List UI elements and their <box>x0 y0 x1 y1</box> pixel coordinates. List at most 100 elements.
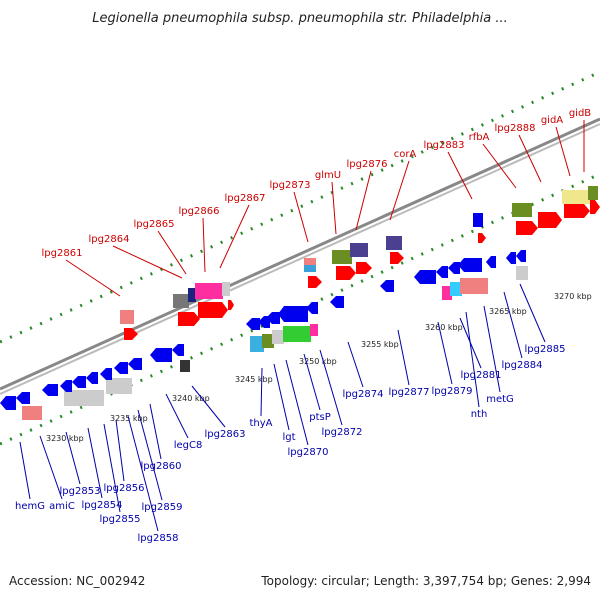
forward-gene-label: lpg2876 <box>347 159 388 170</box>
feature-block <box>350 243 368 257</box>
reverse-gene-arrow <box>60 380 72 392</box>
reverse-gene-label: lpg2863 <box>205 429 246 440</box>
reverse-gene-arrow <box>128 358 142 370</box>
forward-gene-arrow <box>390 252 404 264</box>
leader-line <box>87 427 103 499</box>
leader-line <box>219 204 250 269</box>
gene-labels: lpg2861 lpg2864 lpg2865 lpg2866 lpg2867 lpg28… <box>15 108 591 544</box>
forward-gene-label: lpg2873 <box>270 180 311 191</box>
forward-gene-label: gidA <box>541 115 563 126</box>
feature-block <box>304 258 316 266</box>
feature-block <box>173 294 189 308</box>
leader-line <box>519 283 546 343</box>
leader-line <box>39 435 63 500</box>
reverse-gene-label: amiC <box>49 501 75 512</box>
leader-line <box>103 423 121 513</box>
forward-gene-arrow <box>336 266 356 280</box>
leader-line <box>447 151 473 200</box>
reverse-gene-arrow <box>16 392 30 404</box>
forward-gene-arrow <box>198 302 228 318</box>
leader-line <box>347 341 364 388</box>
scale-label: 3255 kbp <box>361 340 399 349</box>
reverse-gene-label: lgt <box>282 432 295 443</box>
forward-gene-label: lpg2861 <box>42 248 83 259</box>
leader-line <box>389 160 410 221</box>
reverse-gene-arrow <box>72 376 86 388</box>
feature-block <box>22 406 42 420</box>
reverse-gene-arrow <box>414 270 436 284</box>
scale-label: 3245 kbp <box>235 375 273 384</box>
forward-gene-arrow <box>564 204 590 218</box>
leader-line <box>112 245 183 279</box>
leader-line <box>202 217 206 273</box>
reverse-gene-label: lpg2872 <box>322 427 363 438</box>
leader-line <box>19 441 31 500</box>
forward-gene-label: glmU <box>315 170 341 181</box>
backbone-line-upper <box>0 117 600 391</box>
scale-label: 3260 kbp <box>425 323 463 332</box>
feature-block <box>64 390 104 406</box>
feature-block <box>512 203 532 217</box>
feature-block <box>222 282 230 296</box>
reverse-gene-label: lpg2855 <box>100 514 141 525</box>
forward-gene-arrow <box>478 233 486 243</box>
reverse-gene-label: lpg2860 <box>141 461 182 472</box>
dot-track-upper <box>0 70 600 344</box>
reverse-gene-arrow <box>42 384 58 396</box>
reverse-gene-arrow <box>516 250 526 262</box>
forward-gene-label: corA <box>394 149 417 160</box>
forward-gene-arrow <box>590 200 600 214</box>
leader-line <box>465 311 480 408</box>
feature-block <box>516 266 528 280</box>
leader-line <box>65 259 121 297</box>
feature-block <box>473 213 483 227</box>
reverse-gene-arrow <box>86 372 98 384</box>
leader-line <box>397 329 410 386</box>
reverse-gene-label: lpg2858 <box>138 533 179 544</box>
reverse-gene-arrow <box>506 252 516 264</box>
feature-block <box>310 324 318 336</box>
reverse-gene-label: lpg2884 <box>502 360 543 371</box>
feature-block <box>332 250 352 264</box>
scale-label: 3250 kbp <box>299 357 337 366</box>
reverse-gene-arrow <box>0 396 16 410</box>
leader-line <box>65 431 81 485</box>
reverse-gene-label: lpg2874 <box>343 389 384 400</box>
leader-line <box>331 181 337 235</box>
leader-line <box>260 367 263 417</box>
forward-gene-label: lpg2888 <box>495 123 536 134</box>
reverse-gene-arrow <box>330 296 344 308</box>
reverse-gene-arrow <box>114 362 128 374</box>
leader-line <box>157 230 187 275</box>
reverse-gene-label: legC8 <box>174 440 203 451</box>
reverse-gene-label: lpg2870 <box>288 447 329 458</box>
reverse-gene-label: lpg2853 <box>60 486 101 497</box>
accession-text: Accession: NC_002942 <box>9 574 146 588</box>
leader-line <box>555 126 571 177</box>
feature-block <box>450 282 462 296</box>
reverse-gene-label: metG <box>486 394 514 405</box>
feature-block <box>283 326 311 342</box>
reverse-gene-arrow <box>246 318 260 330</box>
leader-line <box>293 191 309 243</box>
leader-line <box>355 170 372 231</box>
forward-gene-arrow <box>356 262 372 274</box>
reverse-gene-arrow <box>380 280 394 292</box>
reverse-gene-label: lpg2859 <box>142 502 183 513</box>
reverse-gene-label: lpg2877 <box>389 387 430 398</box>
forward-gene-arrow <box>538 212 562 228</box>
reverse-gene-arrow <box>266 312 280 324</box>
reverse-gene-arrow <box>150 348 172 362</box>
reverse-gene-label: nth <box>471 409 488 420</box>
leader-line <box>437 321 453 385</box>
feature-block <box>262 334 274 348</box>
reverse-gene-label: ptsP <box>309 412 331 423</box>
feature-block <box>180 360 190 372</box>
reverse-gene-label: lpg2879 <box>432 386 473 397</box>
reverse-gene-label: lpg2854 <box>82 500 123 511</box>
forward-gene-arrow <box>228 300 234 310</box>
feature-block <box>442 286 452 300</box>
feature-block <box>588 186 598 200</box>
reverse-gene-arrow <box>172 344 184 356</box>
